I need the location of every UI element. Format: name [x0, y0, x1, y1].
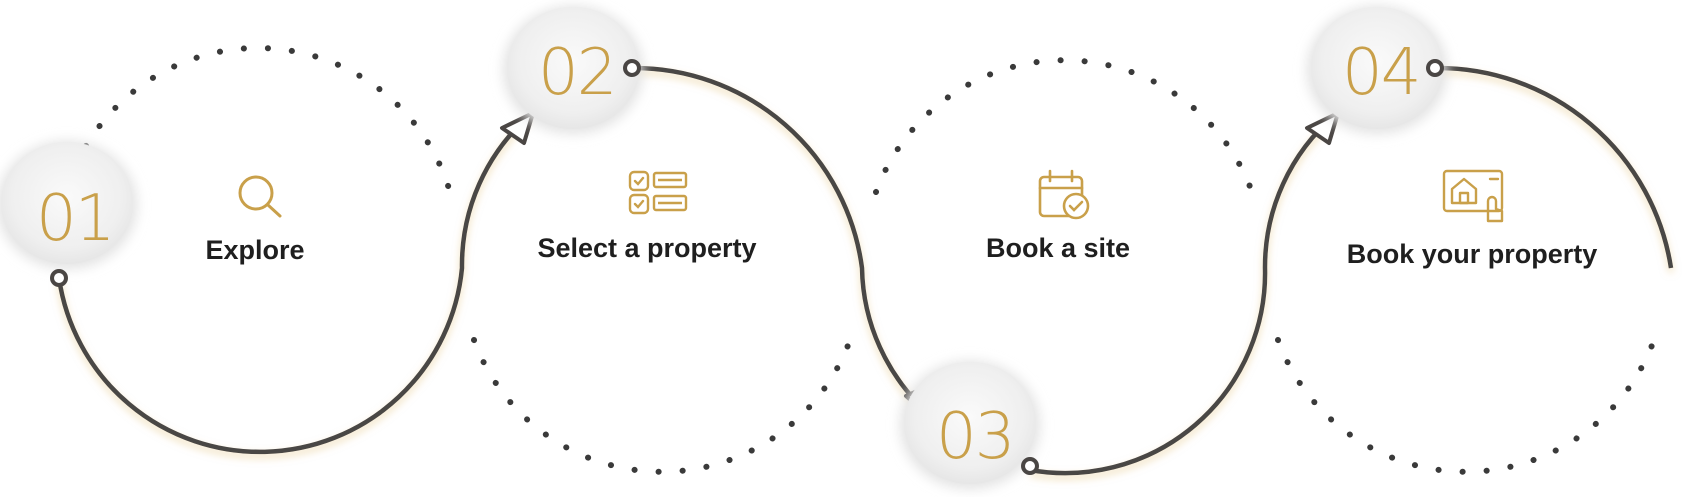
labels: Explore Select a property Book a site Bo…	[205, 233, 1597, 269]
arrowheads	[500, 111, 1340, 422]
endpoint-dot	[50, 269, 68, 287]
endpoints	[50, 59, 1444, 475]
badge-04: 04	[1307, 6, 1447, 134]
step-number: 04	[1342, 36, 1419, 110]
house-touch-icon	[1442, 169, 1504, 223]
dotted-arc-1	[83, 45, 453, 195]
step-number: 02	[538, 36, 615, 110]
step-number: 01	[36, 182, 113, 256]
arrow-icon	[1305, 111, 1340, 145]
endpoint-dot	[1021, 457, 1039, 475]
property-list-icon	[628, 170, 688, 215]
badge-01: 01	[0, 141, 137, 269]
badge-03: 03	[900, 361, 1040, 489]
badge-02: 02	[503, 6, 643, 134]
step-label: Select a property	[537, 233, 756, 263]
arrow-icon	[500, 111, 535, 145]
dotted-arcs	[83, 45, 1657, 475]
search-icon	[238, 175, 282, 218]
dotted-arc-3	[873, 57, 1255, 195]
step-number: 03	[936, 400, 1013, 474]
calendar-check-icon	[1038, 169, 1090, 220]
endpoint-dot	[1426, 59, 1444, 77]
solid-path	[56, 65, 1674, 476]
step-label: Explore	[205, 235, 304, 265]
step-label: Book a site	[986, 233, 1130, 263]
badges: 01 02 03 04	[0, 6, 1447, 489]
endpoint-dot	[623, 59, 641, 77]
step-label: Book your property	[1347, 239, 1598, 269]
dotted-arc-4	[1275, 337, 1657, 475]
dotted-arc-2	[471, 337, 853, 475]
